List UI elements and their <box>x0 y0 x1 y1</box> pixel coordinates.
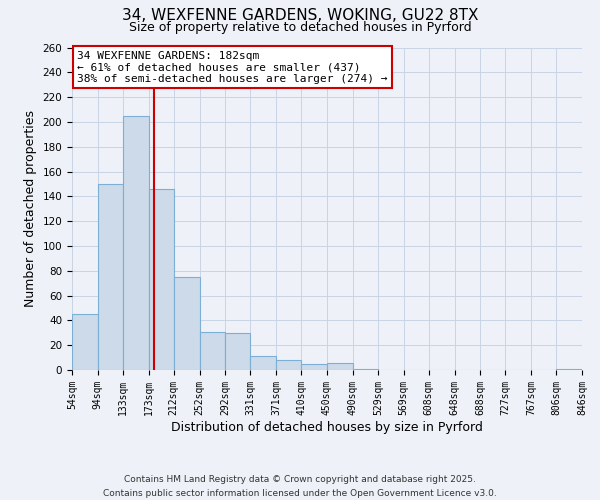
X-axis label: Distribution of detached houses by size in Pyrford: Distribution of detached houses by size … <box>171 420 483 434</box>
Bar <box>327 362 353 370</box>
Bar <box>276 360 301 370</box>
Text: 34, WEXFENNE GARDENS, WOKING, GU22 8TX: 34, WEXFENNE GARDENS, WOKING, GU22 8TX <box>122 8 478 22</box>
Bar <box>250 356 276 370</box>
Text: 34 WEXFENNE GARDENS: 182sqm
← 61% of detached houses are smaller (437)
38% of se: 34 WEXFENNE GARDENS: 182sqm ← 61% of det… <box>77 50 388 84</box>
Text: Size of property relative to detached houses in Pyrford: Size of property relative to detached ho… <box>128 21 472 34</box>
Y-axis label: Number of detached properties: Number of detached properties <box>24 110 37 307</box>
Bar <box>225 333 250 370</box>
Bar <box>149 189 174 370</box>
Bar <box>353 369 378 370</box>
Bar <box>98 184 123 370</box>
Bar <box>200 332 225 370</box>
Bar <box>174 277 199 370</box>
Bar <box>556 369 582 370</box>
Bar <box>72 314 98 370</box>
Text: Contains HM Land Registry data © Crown copyright and database right 2025.
Contai: Contains HM Land Registry data © Crown c… <box>103 476 497 498</box>
Bar <box>123 116 149 370</box>
Bar <box>301 364 327 370</box>
